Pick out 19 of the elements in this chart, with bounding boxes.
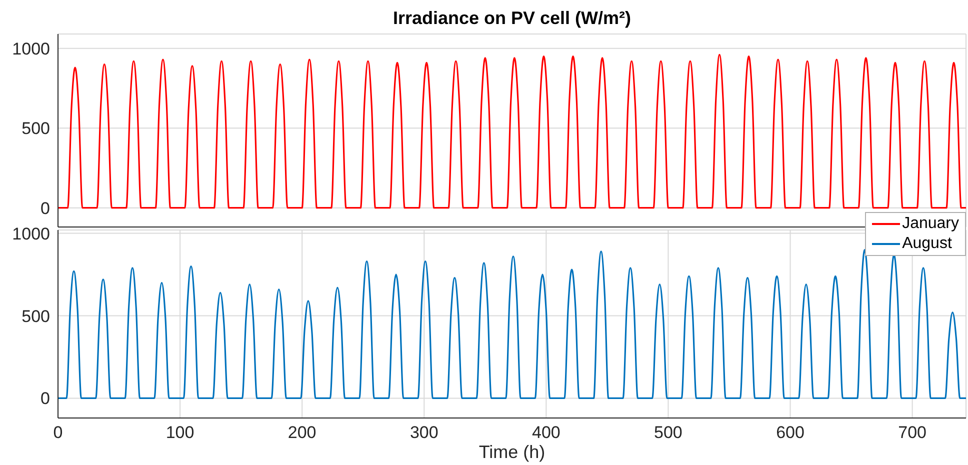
- y-tick-label: 1000: [12, 224, 50, 244]
- y-tick-label: 500: [22, 119, 50, 138]
- x-tick-label: 100: [166, 423, 194, 442]
- y-tick-label: 0: [40, 389, 50, 408]
- x-tick-label: 400: [532, 423, 560, 442]
- x-axis-title: Time (h): [478, 442, 546, 462]
- x-tick-label: 600: [776, 423, 804, 442]
- x-tick-label: 300: [410, 423, 438, 442]
- line-series: [58, 54, 966, 209]
- legend-label: August: [902, 235, 952, 253]
- x-tick-label: 700: [898, 423, 926, 442]
- legend-label: January: [902, 215, 959, 233]
- chart-title: Irradiance on PV cell (W/m²): [392, 8, 632, 29]
- x-tick-label: 0: [53, 423, 63, 442]
- y-tick-label: 0: [40, 198, 50, 218]
- y-tick-label: 500: [22, 306, 50, 326]
- y-tick-label: 1000: [12, 39, 50, 58]
- x-tick-label: 200: [288, 423, 316, 442]
- x-tick-label: 500: [654, 423, 682, 442]
